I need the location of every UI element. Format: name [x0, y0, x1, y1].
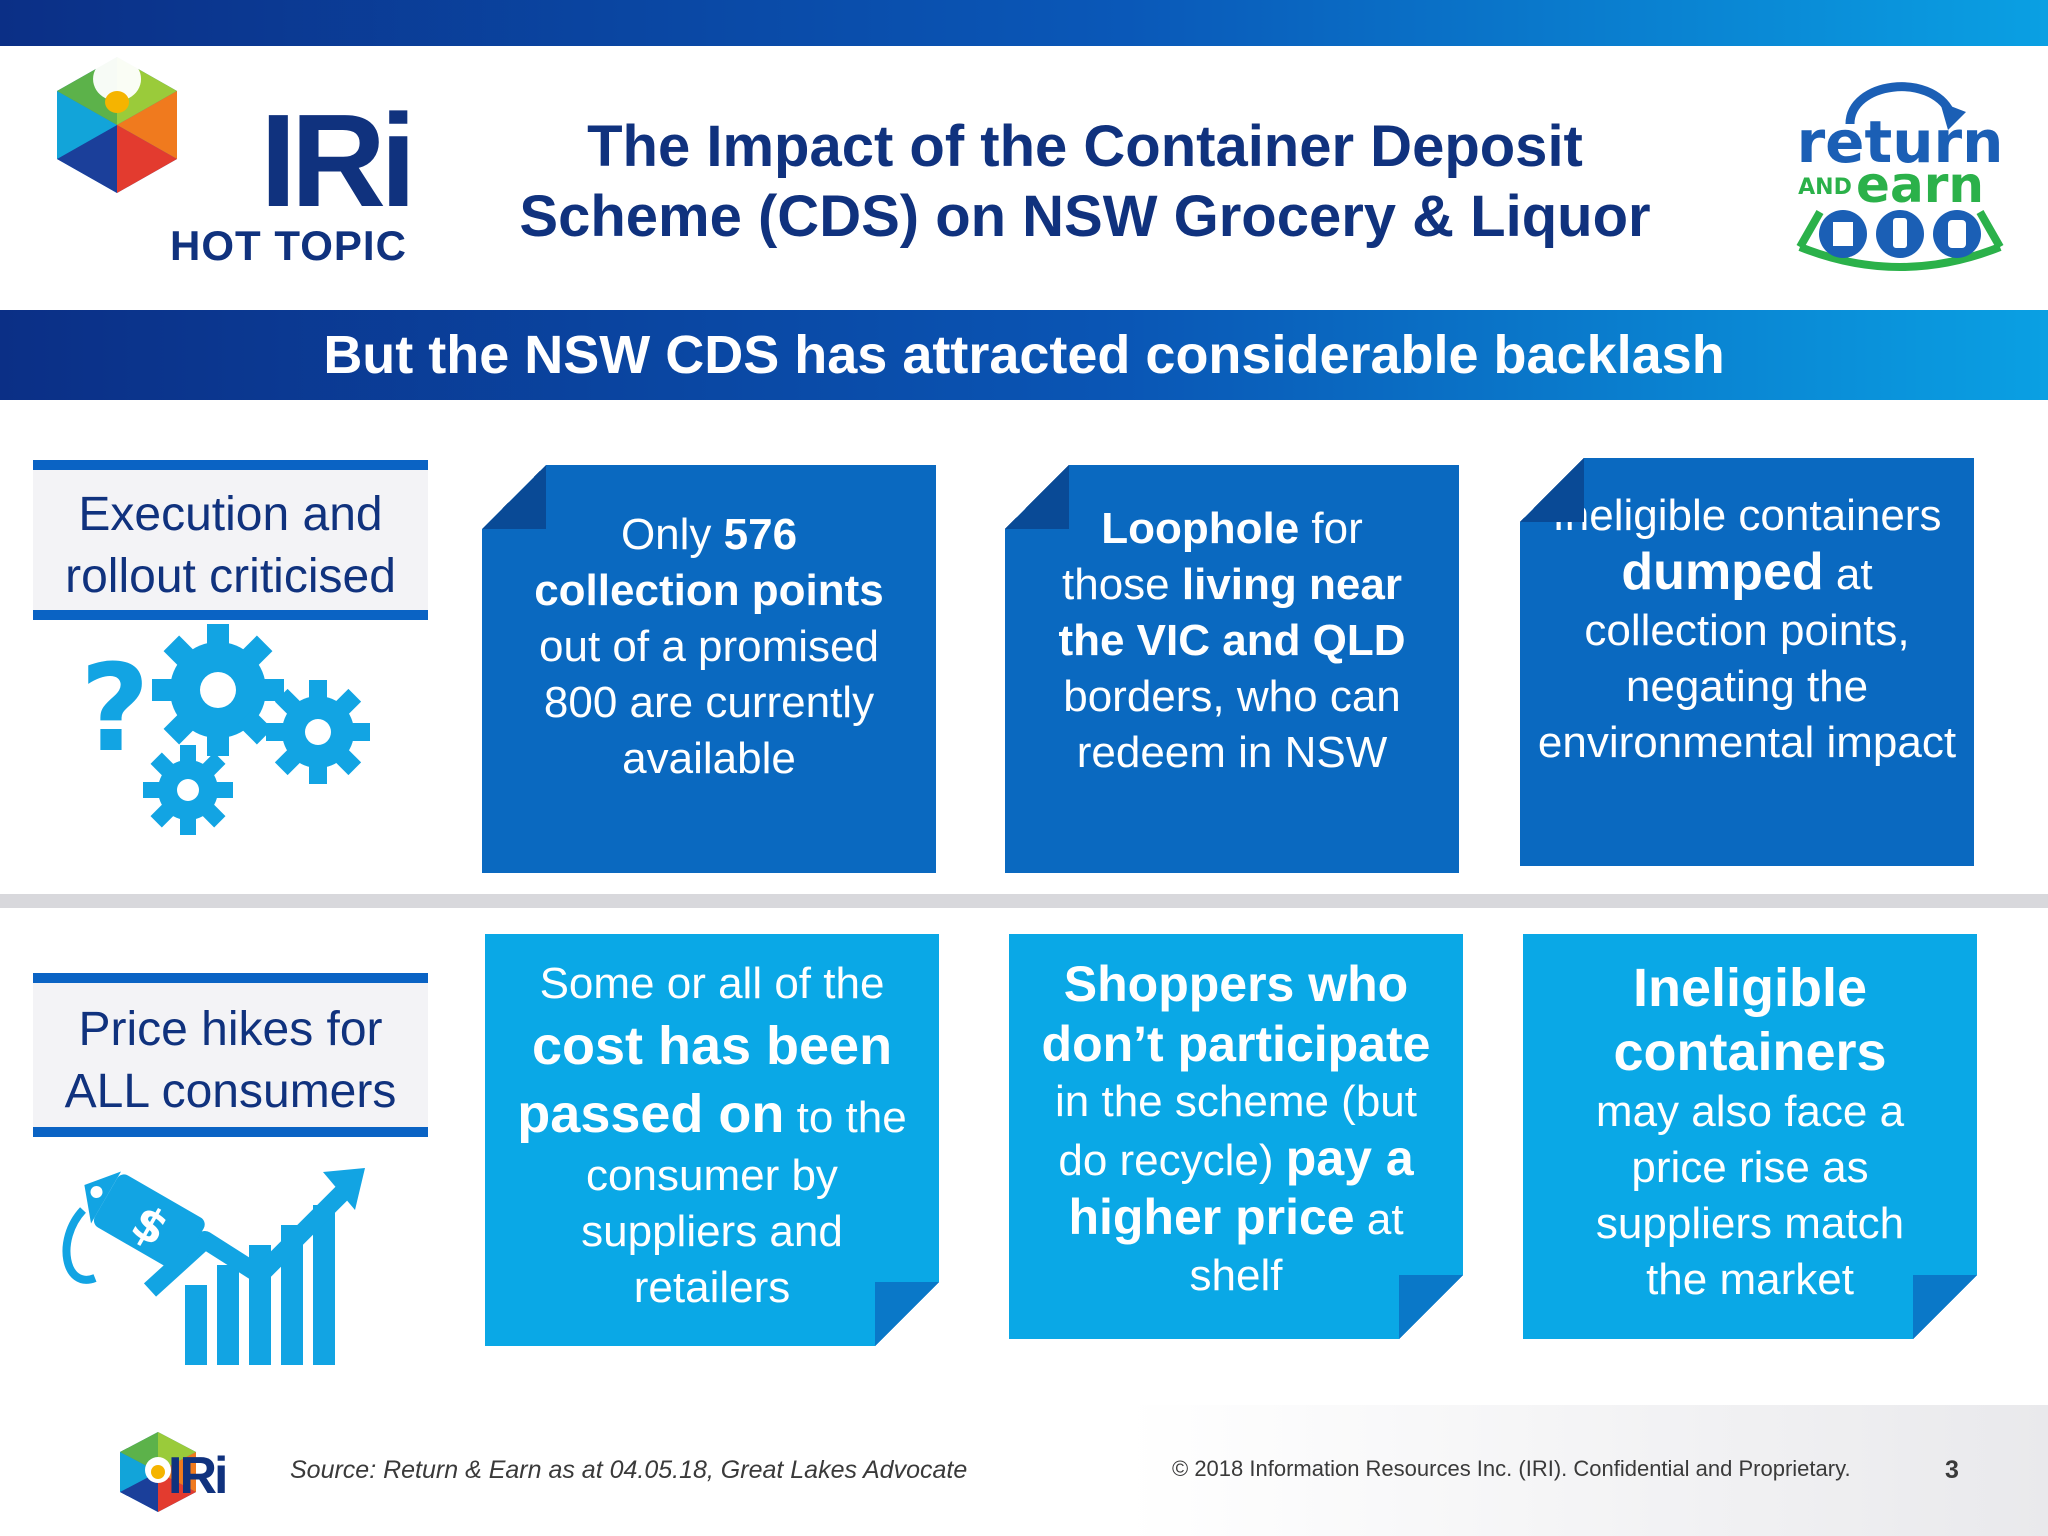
page-title: The Impact of the Container Deposit Sche… [470, 112, 1700, 252]
card-text-bold: dumped [1621, 543, 1824, 601]
hot-topic-label: HOT TOPIC [170, 222, 407, 269]
return-and-earn-logo-icon: return AND earn [1796, 82, 2004, 271]
card-text: Some or all of the [539, 959, 885, 1008]
earn-text: earn [1856, 156, 1984, 214]
card-text: to the [784, 1093, 907, 1142]
footer-iri-logo-icon [120, 1432, 196, 1512]
iri-logo-icon [57, 57, 177, 193]
card-text-bold: collection points [534, 566, 884, 615]
card-text: consumer by [586, 1151, 838, 1200]
card-text: retailers [633, 1263, 791, 1312]
card-text-bold: cost has been [531, 1016, 893, 1076]
card-text: negating the [1625, 662, 1869, 711]
banner: But the NSW CDS has attracted considerab… [0, 310, 2048, 400]
row-label-line: rollout criticised [65, 550, 396, 603]
card-text: for [1299, 504, 1363, 553]
card-cost-passed-on: Some or all of the cost has been passed … [485, 934, 939, 1346]
gears-question-icon: ? [80, 624, 370, 835]
row-label-line: Execution and [78, 488, 383, 541]
svg-text:?: ? [80, 640, 150, 779]
card-loophole: Loophole for those living near the VIC a… [1005, 465, 1459, 873]
section-divider [0, 894, 2048, 908]
row-label-line: ALL consumers [64, 1065, 397, 1118]
card-text: out of a promised [539, 622, 879, 671]
page-number: 3 [1945, 1456, 1959, 1484]
top-bar [0, 0, 2048, 46]
card-text: borders, who can [1063, 672, 1401, 721]
copyright: © 2018 Information Resources Inc. (IRI).… [1172, 1456, 1851, 1481]
card-text: suppliers match [1595, 1199, 1905, 1248]
row-label-price-hikes: Price hikes for ALL consumers [33, 973, 428, 1137]
and-text: AND [1798, 175, 1852, 200]
card-text-bold: Shoppers who [1063, 956, 1409, 1012]
card-text-bold: living near [1181, 560, 1402, 609]
card-text: at [1354, 1195, 1404, 1244]
card-text: suppliers and [581, 1207, 843, 1256]
card-text-bold: 576 [723, 510, 798, 559]
card-text: do recycle) [1058, 1136, 1286, 1185]
card-text: available [622, 734, 796, 783]
card-text-bold: the VIC and QLD [1058, 616, 1406, 665]
card-shoppers-higher-price: Shoppers who don’t participate in the sc… [1009, 934, 1463, 1339]
card-text: price rise as [1631, 1143, 1869, 1192]
card-text-bold: pay a [1285, 1130, 1414, 1186]
card-text-bold: don’t participate [1041, 1016, 1431, 1072]
card-text: Ineligible containers [1552, 491, 1942, 540]
card-text-bold: Loophole [1101, 504, 1300, 553]
card-text: those [1062, 560, 1182, 609]
card-text-bold: containers [1613, 1022, 1887, 1082]
card-text-bold: passed on [517, 1084, 785, 1144]
card-text: collection points, [1584, 606, 1910, 655]
return-text: return [1797, 108, 2004, 176]
card-text: may also face a [1595, 1087, 1905, 1136]
card-text: redeem in NSW [1076, 728, 1388, 777]
row-label-line: Price hikes for [78, 1003, 383, 1056]
card-text: the market [1646, 1255, 1854, 1304]
card-text: shelf [1189, 1251, 1283, 1300]
card-ineligible-price-rise: Ineligible containers may also face a pr… [1523, 934, 1977, 1339]
card-text: in the scheme (but [1055, 1077, 1417, 1126]
iri-logo-text: IRi [260, 87, 417, 234]
source-note: Source: Return & Earn as at 04.05.18, Gr… [290, 1456, 968, 1484]
card-text: 800 are currently [543, 678, 875, 727]
title-line-2: Scheme (CDS) on NSW Grocery & Liquor [519, 184, 1651, 249]
card-ineligible-dumped: Ineligible containers dumped at collecti… [1520, 458, 1974, 866]
card-text-bold: higher price [1068, 1189, 1355, 1245]
card-text: Only [620, 510, 724, 559]
card-text: environmental impact [1537, 718, 1957, 767]
title-line-1: The Impact of the Container Deposit [587, 114, 1583, 179]
row-label-execution: Execution and rollout criticised [33, 460, 428, 620]
card-text-bold: Ineligible [1632, 958, 1868, 1018]
card-text: at [1823, 550, 1873, 599]
footer-iri-logo-text: IRi [168, 1447, 228, 1505]
price-tag-chart-icon: $ [62, 1168, 365, 1365]
footer [0, 1405, 2048, 1536]
card-collection-points: Only 576 collection points out of a prom… [482, 465, 936, 873]
